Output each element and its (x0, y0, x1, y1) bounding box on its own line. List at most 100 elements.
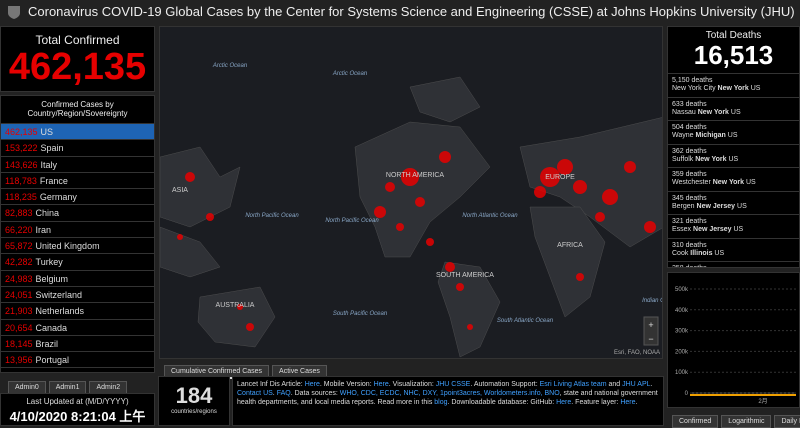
info-link[interactable]: Contact US (237, 390, 273, 397)
zoom-control[interactable] (643, 316, 659, 346)
ocean-label: North Atlantic Ocean (462, 213, 518, 219)
info-text-part: . Visualization: (388, 381, 436, 388)
death-row[interactable]: 633 deaths Nassau New York US (668, 98, 799, 121)
zoom-in[interactable]: + (648, 320, 653, 330)
country-row[interactable]: 13,244Austria (1, 368, 154, 372)
death-place: Bergen (672, 202, 695, 210)
info-link[interactable]: FAQ (276, 390, 291, 397)
country-row[interactable]: 82,883 China (1, 205, 154, 222)
case-bubble (576, 273, 584, 281)
case-bubble (185, 172, 195, 182)
zoom-out[interactable]: − (648, 334, 653, 344)
case-bubbles[interactable] (177, 151, 656, 331)
case-bubble (426, 238, 434, 246)
death-country: US (727, 132, 738, 139)
country-row[interactable]: 21,903 Netherlands (1, 303, 154, 320)
total-deaths-label: Total Deaths (705, 30, 762, 41)
info-link[interactable]: WHO, CDC, ECDC, NHC, DXY, 1point3acres, … (339, 390, 560, 397)
chart-tab[interactable]: Logarithmic (721, 415, 772, 428)
admin-tab[interactable]: Admin1 (48, 381, 87, 394)
map-panel[interactable]: Arctic Ocean Arctic Ocean NORTH AMERICA ASI… (159, 26, 663, 359)
case-bubble (401, 168, 419, 186)
continent-label: EUROPE (545, 174, 575, 181)
country-count: 143,626 (5, 159, 38, 170)
map[interactable]: Arctic Ocean Arctic Ocean NORTH AMERICA ASI… (160, 27, 663, 359)
death-country: US (750, 85, 761, 92)
death-row[interactable]: 362 deaths Suffolk New York US (668, 145, 799, 168)
info-text-part: . (635, 399, 638, 406)
country-name: Canada (35, 322, 68, 333)
country-row[interactable]: 143,626 Italy (1, 157, 154, 173)
country-name: Spain (40, 143, 64, 154)
country-row[interactable]: 42,282 Turkey (1, 254, 154, 271)
case-bubble (206, 213, 214, 221)
info-text-part: . Mobile Version: (319, 381, 374, 388)
death-place: Westchester (672, 179, 711, 186)
info-text-part: . (272, 390, 277, 397)
country-count: 24,051 (5, 289, 33, 300)
country-row[interactable]: 66,220 Iran (1, 222, 154, 239)
death-row[interactable]: 321 deaths Essex New Jersey US (668, 215, 799, 239)
death-row[interactable]: 310 deaths Cook Illinois US (668, 239, 799, 262)
case-bubble (445, 262, 455, 272)
death-row[interactable]: 504 deaths Wayne Michigan US (668, 121, 799, 145)
death-row[interactable]: 345 deaths Bergen New Jersey US (668, 192, 799, 215)
death-row[interactable]: 359 deaths Westchester New York US (668, 168, 799, 192)
death-state: New York (712, 179, 744, 186)
case-bubble (644, 221, 656, 233)
info-text-part: . Downloadable database: GitHub: (447, 399, 557, 406)
death-row[interactable]: 5,150 deaths New York City New York US (668, 74, 799, 98)
death-country: US (728, 155, 739, 163)
country-name: Italy (40, 159, 58, 170)
chart-tab[interactable]: Confirmed (672, 415, 719, 428)
mini-x-label: 2月 (758, 398, 767, 405)
death-row[interactable]: 258 deathsKing Washington US (668, 262, 799, 267)
ocean-label: South Atlantic Ocean (497, 318, 554, 324)
info-link[interactable]: Esri Living Atlas team (539, 381, 607, 388)
info-text-part: . Data sources: (290, 390, 340, 397)
mini-y-tick: 100k (675, 370, 689, 376)
country-row[interactable]: 20,654 Canada (1, 320, 154, 336)
header-title: Coronavirus COVID-19 Global Cases by the… (28, 4, 795, 19)
info-text-part: . Automation Support: (470, 381, 540, 388)
info-link[interactable]: Here (556, 399, 572, 406)
info-link[interactable]: Here (304, 381, 320, 388)
mini-y-tick: 300k (675, 329, 689, 335)
country-row[interactable]: 13,956 Portugal (1, 352, 154, 369)
death-country: US (745, 179, 756, 186)
death-state: Illinois (690, 249, 713, 257)
ocean-label: Arctic Ocean (212, 63, 248, 69)
country-row[interactable]: 118,783 France (1, 173, 154, 190)
info-link[interactable]: JHU APL (622, 381, 651, 388)
country-count: 24,983 (5, 273, 33, 284)
country-row[interactable]: 153,222 Spain (1, 140, 154, 157)
case-bubble (534, 186, 546, 198)
info-link[interactable]: Here (373, 381, 389, 388)
info-text: Lancet Inf Dis Article: Here. Mobile Ver… (232, 376, 664, 426)
case-bubble (374, 206, 386, 218)
case-bubble (557, 159, 573, 175)
death-state: New Jersey (693, 226, 732, 233)
country-row[interactable]: 462,135 US (1, 124, 154, 141)
continent-label: AFRICA (557, 242, 583, 249)
mini-y-tick: 200k (675, 349, 689, 355)
chart-tab[interactable]: Daily Incre (774, 415, 800, 428)
country-count: 42,282 (5, 257, 33, 268)
country-name: Germany (39, 192, 77, 203)
country-row[interactable]: 24,983 Belgium (1, 271, 154, 287)
country-name: China (35, 208, 60, 219)
info-link[interactable]: blog (434, 399, 448, 406)
country-list-panel: Confirmed Cases by Country/Region/Sovere… (0, 95, 155, 373)
death-place: Cook (672, 249, 689, 257)
country-count: 153,222 (5, 143, 38, 154)
case-bubble (540, 167, 560, 187)
country-row[interactable]: 18,145 Brazil (1, 336, 154, 353)
info-link[interactable]: JHU CSSE (435, 381, 471, 388)
country-row[interactable]: 118,235 Germany (1, 189, 154, 206)
info-link[interactable]: Here (620, 399, 636, 406)
country-row[interactable]: 65,872 United Kingdom (1, 238, 154, 255)
death-country: US (737, 202, 747, 210)
country-row[interactable]: 24,051 Switzerland (1, 287, 154, 304)
ocean-label: Arctic Ocean (332, 71, 368, 77)
